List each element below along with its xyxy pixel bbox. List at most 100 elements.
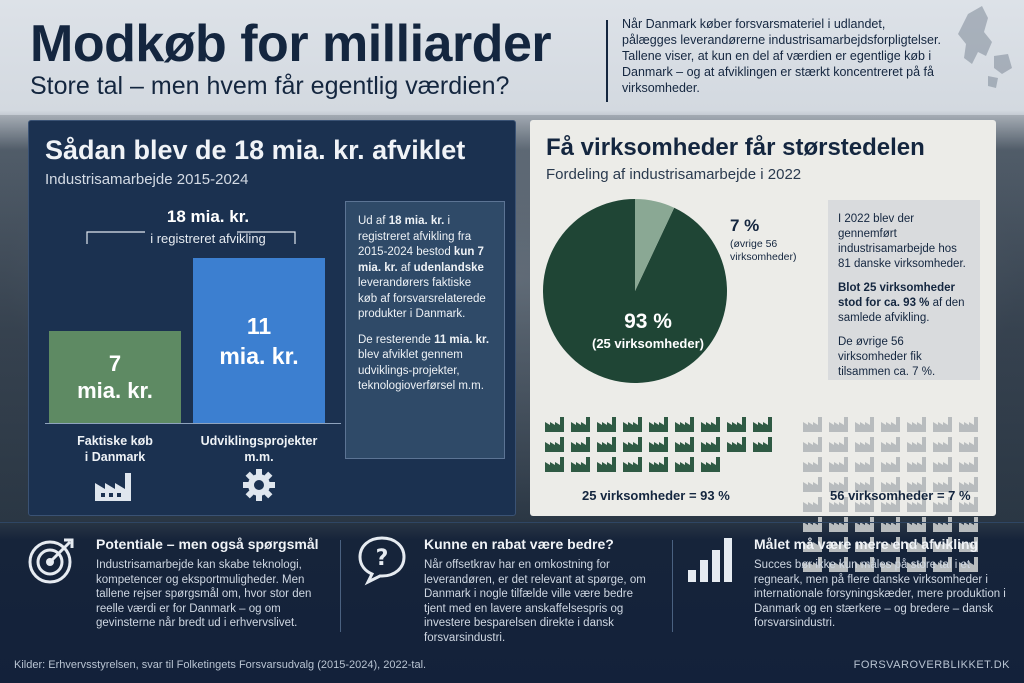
company-grid-major (544, 416, 774, 472)
company-icon (570, 436, 592, 452)
gear-icon (243, 469, 275, 501)
company-icon (700, 436, 722, 452)
note-paragraph: Ud af 18 mia. kr. i registreret afviklin… (358, 215, 486, 320)
company-icon (828, 496, 850, 512)
company-icon (828, 416, 850, 432)
company-icon (854, 556, 876, 572)
company-icon (544, 456, 566, 472)
pie-label-major: 93 % (25 virksomheder) (578, 310, 718, 351)
company-icon (854, 476, 876, 492)
company-icon (674, 416, 696, 432)
bar-label-line: Faktiske køb (77, 434, 153, 448)
bar-unit: mia. kr. (77, 378, 153, 403)
company-icon (880, 496, 902, 512)
note-paragraph: I 2022 blev der gennemført industrisamar… (838, 213, 966, 270)
company-icon (828, 436, 850, 452)
company-icon (700, 456, 722, 472)
company-icon (828, 536, 850, 552)
distribution-pie (543, 199, 727, 383)
company-icon (596, 456, 618, 472)
company-icon (802, 416, 824, 432)
breakdown-subtitle: Industrisamarbejde 2015-2024 (45, 171, 249, 188)
sources-footer: Kilder: Erhvervsstyrelsen, svar til Folk… (14, 659, 427, 671)
breakdown-panel: Sådan blev de 18 mia. kr. afviklet Indus… (28, 120, 516, 516)
company-icon (932, 496, 954, 512)
company-icon (958, 556, 980, 572)
company-icon (622, 436, 644, 452)
company-icon (596, 436, 618, 452)
company-icon (880, 416, 902, 432)
company-icon (828, 516, 850, 532)
section-divider (0, 522, 1024, 523)
distribution-note: I 2022 blev der gennemført industrisamar… (828, 200, 980, 380)
company-icon (906, 556, 928, 572)
company-icon (854, 496, 876, 512)
page-subtitle: Store tal – men hvem får egentlig værdie… (30, 72, 510, 100)
company-icon (880, 436, 902, 452)
bar-growth-icon (688, 538, 732, 582)
company-icon (958, 496, 980, 512)
company-icon (802, 536, 824, 552)
note-paragraph: Blot 25 virksomheder stod for ca. 93 % a… (838, 282, 965, 324)
pie-slice (635, 199, 675, 291)
company-icon (854, 516, 876, 532)
company-icon (906, 456, 928, 472)
breakdown-title: Sådan blev de 18 mia. kr. afviklet (45, 135, 466, 165)
company-icon (880, 536, 902, 552)
pie-label-minor: 7 % (øvrige 56 virksomheder) (730, 216, 810, 264)
note-paragraph: De resterende 11 mia. kr. blev afviklet … (358, 333, 490, 393)
bar-value: 11 (246, 312, 272, 339)
company-icon (932, 456, 954, 472)
bar-danish-purchases: 7 mia. kr. (49, 331, 181, 423)
target-icon (28, 538, 74, 584)
pie-major-sub: (25 virksomheder) (592, 336, 704, 351)
company-icon (906, 516, 928, 532)
company-icon (958, 416, 980, 432)
bottom-text-goal: Succes bør ikke kun måles på store tal i… (754, 559, 1006, 629)
company-icon (544, 436, 566, 452)
svg-text:?: ? (376, 546, 389, 571)
company-icon (802, 456, 824, 472)
grid-label-major: 25 virksomheder = 93 % (582, 488, 730, 503)
total-value: 18 mia. kr. (166, 207, 250, 226)
bar-label-line: Udviklingsprojekter (200, 434, 318, 448)
company-icon (648, 436, 670, 452)
bottom-separator (672, 540, 673, 632)
bar-label-line: m.m. (244, 450, 274, 464)
company-icon (958, 456, 980, 472)
company-icon (932, 516, 954, 532)
bottom-separator (340, 540, 341, 632)
company-icon (570, 416, 592, 432)
denmark-map-icon (958, 6, 1012, 88)
pie-minor-value: 7 % (730, 216, 760, 235)
factory-icon (95, 473, 131, 501)
bottom-text-potential: Industrisamarbejde kan skabe teknologi, … (96, 559, 312, 629)
distribution-panel: Få virksomheder får størstedelen Fordeli… (530, 120, 996, 572)
company-icon (726, 436, 748, 452)
company-grid-minor (802, 416, 980, 572)
company-icon (674, 436, 696, 452)
company-icon (828, 456, 850, 472)
company-icon (854, 456, 876, 472)
intro-divider (606, 20, 608, 102)
company-icon (880, 556, 902, 572)
company-icon (648, 416, 670, 432)
pie-minor-sub: (øvrige 56 virksomheder) (730, 238, 797, 263)
company-icon (596, 416, 618, 432)
company-icon (854, 436, 876, 452)
company-icon (802, 476, 824, 492)
company-icon (802, 496, 824, 512)
bar-label-danish-purchases: Faktiske køb i Danmark (40, 433, 190, 465)
total-label: i registreret afvikling (150, 231, 266, 246)
company-icon (932, 556, 954, 572)
company-icon (726, 416, 748, 432)
company-icon (544, 416, 566, 432)
breakdown-note: Ud af 18 mia. kr. i registreret afviklin… (345, 201, 505, 459)
bar-label-development: Udviklingsprojekter m.m. (184, 433, 334, 465)
company-icon (880, 456, 902, 472)
grid-label-minor: 56 virksomheder = 7 % (830, 488, 971, 503)
bar-value: 7 (108, 351, 122, 376)
page-title: Modkøb for milliarder (30, 15, 552, 73)
distribution-title: Få virksomheder får størstedelen (546, 134, 925, 161)
company-icon (906, 436, 928, 452)
